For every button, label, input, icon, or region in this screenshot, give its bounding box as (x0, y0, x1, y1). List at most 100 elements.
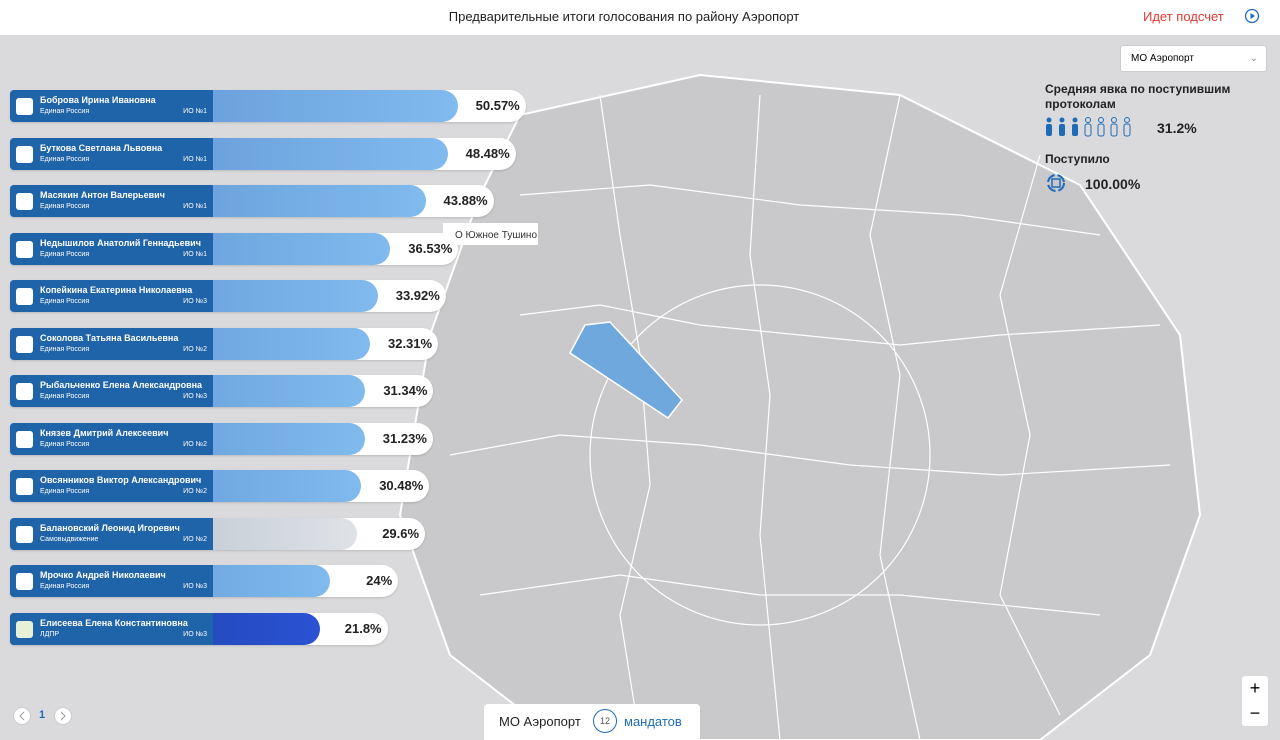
candidate-name: Боброва Ирина Ивановна (40, 95, 156, 105)
candidate-name: Масякин Антон Валерьевич (40, 190, 165, 200)
map-label-box (443, 223, 538, 245)
turnout-value: 31.2% (1157, 120, 1197, 136)
candidate-name: Буткова Светлана Львовна (40, 142, 163, 153)
result-label: 21.8% (344, 620, 382, 636)
status: Идет подсчет (1143, 9, 1224, 24)
party-logo (16, 525, 33, 543)
candidate-row[interactable]: Масякин Антон Валерьевич Единая Россия ИО … (10, 185, 494, 217)
candidate-card: Копейкина Екатерина Николаевна Единая Рос… (10, 280, 213, 312)
candidate-party: Единая Россия (40, 155, 90, 163)
party-logo (16, 98, 33, 115)
dropdown-text: МО Аэропорт (1131, 53, 1194, 64)
result-label: 24% (366, 573, 393, 588)
candidate-card: Буткова Светлана Львовна Единая Россия ИО … (10, 137, 213, 170)
candidate-district: ИО №1 (183, 155, 207, 163)
candidate-district: ИО №2 (183, 488, 207, 495)
candidate-row[interactable]: Елисеева Елена Константиновна ЛДПР ИО №3 21… (10, 612, 388, 645)
candidate-name: Соколова Татьяна Васильевна (40, 332, 179, 343)
received-value: 100.00% (1085, 176, 1141, 192)
candidate-row[interactable]: Буткова Светлана Львовна Единая Россия ИО … (10, 137, 516, 170)
candidate-name: Балановский Леонид Игоревич (40, 522, 180, 533)
party-logo (16, 478, 33, 495)
selected-district (569, 321, 683, 420)
party-logo (16, 430, 33, 448)
play-button[interactable] (1244, 8, 1260, 24)
candidate-row[interactable]: Князев Дмитрий Алексеевич Единая Россия ИО… (10, 422, 433, 455)
footer-district: МО Аэропорт (499, 714, 581, 729)
candidate-card: Соколова Татьяна Васильевна Единая Россия… (10, 327, 213, 360)
party-logo (16, 573, 33, 590)
turnout-title: Средняя явка по поступившим протоколам (1045, 82, 1231, 111)
result-label: 50.57% (475, 98, 520, 113)
candidate-card: Боброва Ирина Ивановна Единая Россия ИО №1 (10, 90, 213, 122)
candidate-name: Недышилов Анатолий Геннадьевич (40, 237, 201, 248)
candidate-card: Овсянников Виктор Александрович Единая Ро… (10, 470, 213, 502)
party-logo (16, 620, 33, 638)
candidate-party: Самовыдвижение (40, 535, 99, 543)
candidate-district: ИО №3 (183, 298, 207, 305)
candidate-district: ИО №3 (183, 583, 207, 590)
candidate-name: Мрочко Андрей Николаевич (40, 570, 166, 580)
page-number[interactable]: 1 (39, 709, 46, 721)
map-label: О Южное Тушино (455, 230, 537, 241)
candidate-district: ИО №1 (183, 203, 207, 210)
candidate-row[interactable]: Соколова Татьяна Васильевна Единая Россия… (10, 327, 439, 360)
result-label: 31.23% (382, 430, 427, 446)
candidate-name: Рыбальченко Елена Александровна (40, 380, 203, 390)
candidate-district: ИО №3 (183, 393, 207, 400)
candidate-card: Елисеева Елена Константиновна ЛДПР ИО №3 (10, 612, 213, 645)
candidate-party: Единая Россия (40, 345, 90, 353)
header-title: Предварительные итоги голосования по рай… (448, 9, 800, 24)
candidate-card: Масякин Антон Валерьевич Единая Россия ИО … (10, 185, 213, 217)
candidate-row[interactable]: Мрочко Андрей Николаевич Единая Россия ИО … (10, 565, 399, 597)
turnout-icons (1046, 117, 1131, 137)
footer-box: МО Аэропорт 12 мандатов (484, 704, 700, 740)
candidate-row[interactable]: Рыбальченко Елена Александровна Единая Ро… (10, 375, 434, 407)
party-logo (16, 240, 33, 258)
candidate-party: ЛДПР (40, 630, 60, 638)
zoom-out[interactable]: − (1249, 703, 1261, 723)
candidate-row[interactable]: Балановский Леонид Игоревич Самовыдвижени… (10, 517, 426, 550)
candidate-district: ИО №2 (183, 345, 207, 353)
header: Предварительные итоги голосования по рай… (0, 0, 1280, 35)
party-logo (16, 145, 33, 163)
candidate-row[interactable]: Копейкина Екатерина Николаевна Единая Рос… (10, 280, 446, 312)
party-logo (16, 193, 33, 210)
result-label: 31.34% (383, 383, 428, 398)
candidate-row[interactable]: Овсянников Виктор Александрович Единая Ро… (10, 470, 430, 502)
district-borders (449, 94, 1171, 740)
candidate-district: ИО №1 (183, 108, 207, 115)
candidate-party: Единая Россия (40, 488, 90, 495)
pagination-arrows[interactable] (12, 706, 76, 726)
candidate-card: Недышилов Анатолий Геннадьевич Единая Рос… (10, 232, 213, 265)
result-label: 33.92% (395, 288, 440, 303)
received-label: Поступило (1045, 152, 1110, 166)
candidate-name: Князев Дмитрий Алексеевич (40, 427, 169, 438)
candidate-card: Балановский Леонид Игоревич Самовыдвижени… (10, 517, 213, 550)
mandates-label: мандатов (624, 714, 682, 729)
mandates-count: 12 (593, 709, 617, 733)
candidate-row[interactable]: Боброва Ирина Ивановна Единая Россия ИО №1… (10, 90, 526, 122)
candidate-party: Единая Россия (40, 440, 90, 448)
candidate-card: Рыбальченко Елена Александровна Единая Ро… (10, 375, 213, 407)
result-label: 29.6% (382, 525, 420, 541)
candidate-district: ИО №2 (183, 440, 207, 448)
candidate-row[interactable]: Недышилов Анатолий Геннадьевич Единая Рос… (10, 232, 459, 265)
candidate-district: ИО №2 (183, 535, 207, 543)
candidate-party: Единая Россия (40, 298, 90, 305)
candidate-party: Единая Россия (40, 393, 90, 400)
zoom-control: + − (1242, 676, 1268, 726)
candidate-name: Елисеева Елена Константиновна (40, 617, 188, 628)
candidate-card: Князев Дмитрий Алексеевич Единая Россия ИО… (10, 422, 213, 455)
candidate-name: Копейкина Екатерина Николаевна (40, 285, 193, 295)
result-label: 43.88% (443, 193, 488, 208)
candidate-party: Единая Россия (40, 203, 90, 210)
zoom-in[interactable]: + (1249, 678, 1261, 698)
candidate-party: Единая Россия (40, 250, 90, 258)
city-area (398, 73, 1202, 740)
candidate-district: ИО №1 (183, 250, 207, 258)
result-label: 36.53% (408, 240, 453, 256)
district-dropdown[interactable]: МО Аэропорт ⌄ (1120, 45, 1267, 72)
result-label: 30.48% (379, 478, 424, 493)
